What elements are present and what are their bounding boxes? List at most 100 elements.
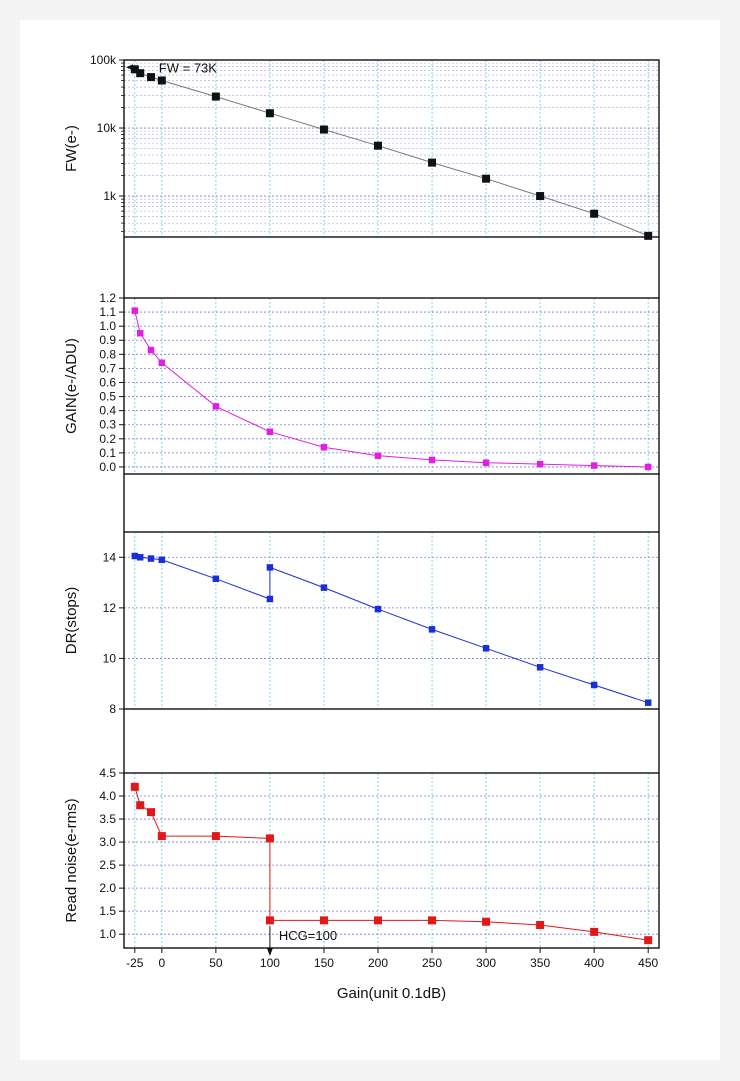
data-point [147,346,155,354]
x-tick-label: 100 [260,956,280,970]
data-point [482,645,490,652]
y-tick-label: 1.0 [99,927,116,941]
data-point [211,832,220,841]
x-tick-label: 400 [584,956,604,970]
figure-card: 1k 10k 100k FW(e-) FW = 73K 0.0 0.1 0.2 0.3 0.4 0.… [20,20,720,1060]
y-tick-label: 0.5 [99,390,116,404]
panel-fw: 1k 10k 100k FW(e-) FW = 73K [63,53,660,298]
y-tick-label: 0.9 [99,333,116,347]
data-point [320,443,328,451]
y-tick-label: 1.1 [99,305,116,319]
data-point [590,927,599,936]
data-point [147,73,156,82]
data-point [136,554,144,561]
y-tick-label: 4.0 [99,789,116,803]
data-point [212,403,220,410]
data-point [211,92,220,101]
data-point [319,125,328,134]
data-point [320,584,328,591]
data-point [482,174,491,183]
y-tick-label: 1.2 [99,291,116,305]
data-point [428,916,437,925]
series-line-fw [134,68,649,237]
data-point [536,460,544,468]
y-tick-label: 10k [97,121,117,135]
y-tick-label: 0.2 [99,432,116,446]
y-axis-label-dr: DR(stops) [63,587,80,655]
data-point [536,664,544,671]
data-point [590,681,598,689]
x-tick-label: -25 [126,956,144,970]
y-tick-label: 10 [103,651,117,665]
data-point [212,575,220,583]
y-tick-label: 0.1 [99,446,116,460]
data-point [590,462,598,469]
data-point [266,428,274,436]
y-tick-label: 12 [103,601,117,615]
plot-frame-gain [123,297,660,475]
data-point [644,463,652,471]
y-tick-label: 3.5 [99,812,116,826]
x-tick-label: 150 [314,956,334,970]
x-axis-label: Gain(unit 0.1dB) [337,985,446,1002]
x-tick-label: 50 [209,956,223,970]
y-tick-label: 14 [103,550,117,564]
data-point [644,699,652,706]
y-tick-label: 1k [103,189,117,203]
y-tick-label: 1.5 [99,904,116,918]
data-point [131,552,139,560]
data-point [131,307,139,314]
y-axis-label-gain: GAIN(e-/ADU) [63,338,80,434]
y-tick-label: 8 [109,702,116,716]
data-point [136,329,144,337]
x-tick-label: 300 [476,956,496,970]
data-point [266,595,274,603]
series-line-rn [134,786,649,941]
data-point [147,555,155,562]
y-axis-label-fw: FW(e-) [63,125,80,172]
data-point [482,459,490,466]
data-point [428,456,436,464]
y-tick-label: 0.3 [99,418,116,432]
data-point [590,209,599,218]
data-point [130,65,139,74]
data-point [482,917,491,926]
x-tick-label: 200 [368,956,388,970]
y-tick-label: 2.0 [99,881,116,895]
x-tick-label: 0 [158,956,165,970]
panel-gain: 0.00.10.20.30.40.50.60.70.80.91.01.11.2 G… [63,291,660,532]
data-point [136,69,145,78]
data-point [428,626,436,633]
data-point [130,782,139,791]
annotation-arrowhead [126,64,133,71]
series-line-gain [134,310,649,468]
y-axis-label-rn: Read noise(e-rms) [63,798,80,922]
data-point [157,832,166,841]
data-point [428,158,437,167]
data-point [147,808,156,817]
y-tick-label: 100k [90,53,117,67]
data-point [644,936,653,945]
data-point [319,916,328,925]
data-point [265,109,274,118]
x-tick-label: 350 [530,956,550,970]
panel-rn: 1.0 1.5 2.0 2.5 3.0 3.5 4.0 4.5 Read noise(e-rms… [63,766,660,956]
y-tick-label: 3.0 [99,835,116,849]
annotation-text: FW = 73K [159,60,217,75]
y-tick-label: 0.7 [99,361,116,375]
y-tick-label: 0.4 [99,404,116,418]
plot-frame-rn [123,772,660,949]
data-point [136,801,145,810]
data-point [265,834,274,843]
x-tick-label: 250 [422,956,442,970]
panel-dr: 8 10 12 14 DR(stops) [63,531,660,773]
y-tick-label: 0.6 [99,375,116,389]
x-axis: -25 0 50 100 150 200 250 300 350 400 450 Gain(unit … [126,948,659,1002]
data-point [157,76,166,85]
annotation-text: HCG=100 [279,928,337,943]
y-tick-label: 4.5 [99,766,116,780]
series-line-dr [134,555,649,704]
y-tick-label: 0.0 [99,460,116,474]
data-point [373,916,382,925]
